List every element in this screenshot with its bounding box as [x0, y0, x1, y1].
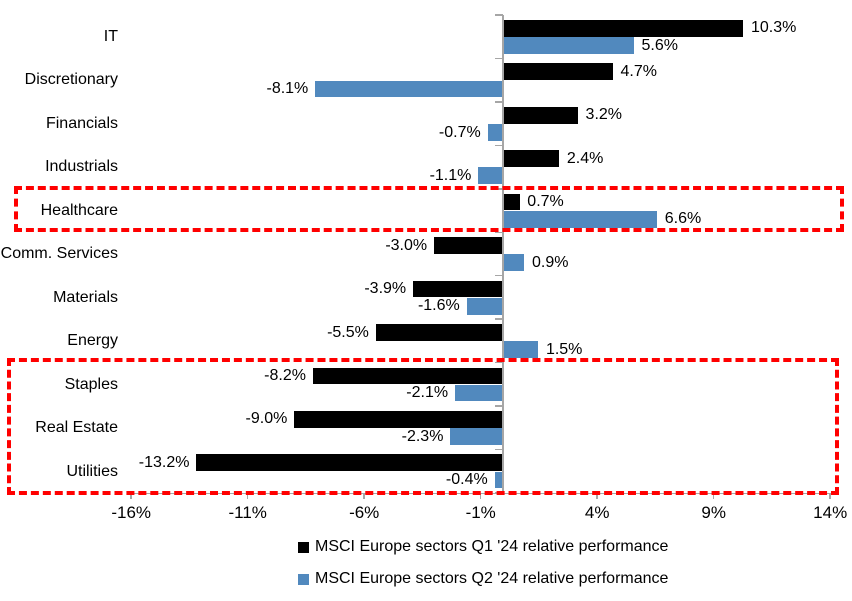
value-label: 6.6% — [664, 210, 702, 228]
category-label: IT — [103, 28, 118, 45]
q2-bar — [315, 80, 504, 98]
x-tick-label: 14% — [813, 503, 848, 522]
q2-bar — [503, 210, 658, 228]
q2-bar — [487, 124, 504, 141]
value-label: -5.5% — [327, 323, 369, 341]
q1-bar — [503, 19, 744, 37]
y-axis-tick — [495, 14, 503, 16]
x-axis-tick — [130, 492, 132, 499]
value-label: -0.4% — [445, 471, 488, 489]
category-label: Comm. Services — [0, 245, 118, 263]
x-tick-label: 9% — [701, 503, 726, 522]
value-label: -13.2% — [138, 453, 190, 471]
category-label: Staples — [64, 375, 118, 393]
x-axis-tick — [829, 492, 831, 499]
y-axis-tick — [495, 231, 503, 233]
category-label: Healthcare — [40, 201, 118, 219]
q1-bar — [196, 454, 504, 472]
x-axis-tick — [596, 492, 598, 499]
y-axis-tick — [495, 318, 503, 320]
q2-bar — [466, 297, 504, 315]
value-label: -2.1% — [406, 384, 449, 402]
q1-series-swatch-icon — [298, 541, 309, 553]
q2-bar — [503, 254, 525, 272]
x-axis-tick — [479, 492, 482, 499]
q2-bar — [503, 341, 539, 359]
x-axis-tick — [363, 492, 365, 499]
q1-bar — [312, 367, 504, 385]
q2-bar — [450, 428, 504, 445]
y-axis-tick — [495, 405, 503, 407]
category-label: Materials — [53, 288, 118, 306]
value-label: 5.6% — [641, 36, 678, 54]
legend-item-q2: MSCI Europe sectors Q2 '24 relative perf… — [298, 570, 668, 588]
q2-bar — [503, 37, 634, 54]
category-label: Energy — [67, 332, 118, 350]
value-label: -8.2% — [264, 367, 306, 384]
x-tick-label: 4% — [584, 503, 610, 522]
category-label: Utilities — [66, 462, 118, 480]
q1-bar — [503, 150, 560, 168]
legend-label-q2: MSCI Europe sectors Q2 '24 relative perf… — [315, 570, 669, 587]
value-label: -2.3% — [401, 427, 444, 445]
category-label: Financials — [45, 114, 118, 132]
value-label: -0.7% — [438, 123, 481, 141]
y-axis-tick — [495, 274, 503, 277]
q2-bar — [478, 167, 504, 185]
highlight-box-healthcare — [14, 186, 844, 232]
value-label: 3.2% — [585, 106, 623, 124]
q1-bar — [294, 410, 504, 428]
x-tick-label: -6% — [349, 503, 380, 522]
value-label: 1.5% — [545, 340, 583, 358]
category-label: Industrials — [45, 158, 118, 176]
x-axis-tick — [712, 492, 715, 499]
x-tick-label: -1% — [465, 503, 496, 522]
value-label: -8.1% — [266, 80, 309, 98]
x-tick-label: -11% — [228, 503, 267, 522]
value-label: -3.0% — [385, 236, 428, 254]
value-label: 2.4% — [566, 149, 604, 167]
value-label: 10.3% — [750, 19, 797, 37]
value-label: -1.1% — [429, 166, 472, 184]
q2-bar — [455, 384, 504, 402]
value-label: -9.0% — [245, 410, 288, 428]
value-label: 0.7% — [527, 193, 564, 211]
q2-bar — [494, 471, 504, 489]
value-label: 4.7% — [620, 62, 657, 80]
q1-bar — [503, 106, 579, 124]
q1-bar — [503, 193, 520, 211]
y-axis-line — [501, 15, 504, 493]
value-label: 0.9% — [531, 253, 569, 271]
q1-bar — [413, 280, 504, 298]
legend-item-q1: MSCI Europe sectors Q1 '24 relative perf… — [298, 538, 668, 556]
q1-bar — [503, 63, 613, 81]
legend-label-q1: MSCI Europe sectors Q1 '24 relative perf… — [315, 538, 669, 555]
q1-bar — [375, 324, 504, 341]
q2-series-swatch-icon — [298, 573, 309, 585]
y-axis-tick — [495, 57, 503, 60]
category-label: Real Estate — [35, 419, 118, 437]
y-axis-tick — [495, 144, 503, 147]
category-label: Discretionary — [24, 71, 118, 89]
q1-bar — [434, 237, 504, 254]
x-axis-tick — [246, 492, 249, 499]
y-axis-tick — [495, 448, 503, 451]
y-axis-tick — [495, 101, 503, 103]
y-axis-tick — [495, 361, 503, 364]
value-label: -1.6% — [417, 297, 460, 315]
x-tick-label: -16% — [111, 503, 152, 522]
value-label: -3.9% — [364, 280, 407, 298]
